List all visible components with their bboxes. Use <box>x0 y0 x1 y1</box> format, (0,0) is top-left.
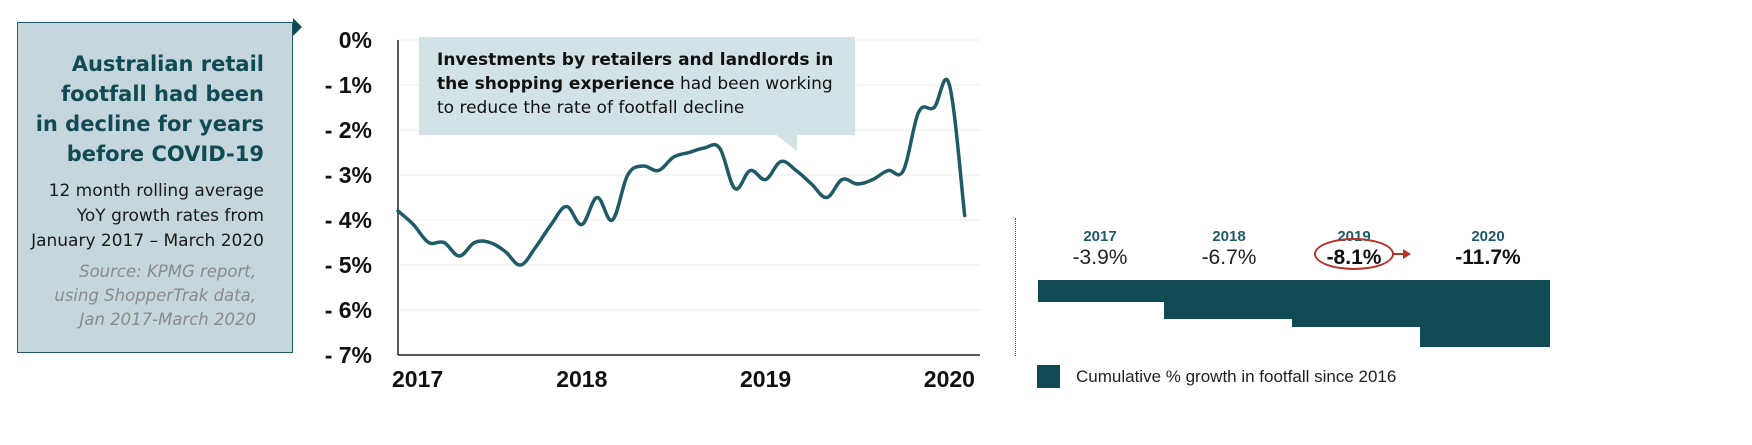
y-tick-label: - 4% <box>325 207 372 233</box>
year-value: -6.7% <box>1201 246 1257 269</box>
y-tick-label: - 7% <box>325 342 372 368</box>
panel-title-line: before COVID-19 <box>66 142 264 166</box>
series-line-footfall-growth <box>396 77 967 267</box>
axis-layer <box>397 40 980 356</box>
info-panel: Australian retail footfall had been in d… <box>17 22 293 353</box>
line-chart: 0%- 1%- 2%- 3%- 4%- 5%- 6%- 7% 2017 2018 2… <box>325 27 980 392</box>
panel-title: Australian retail footfall had been in d… <box>14 49 264 169</box>
year-label: 2020 <box>1471 228 1505 245</box>
year-value: -11.7% <box>1455 246 1521 269</box>
x-tick-label: 2018 <box>556 366 607 392</box>
panel-source-line: Source: KPMG report, <box>79 262 256 281</box>
legend-label: Cumulative % growth in footfall since 20… <box>1076 367 1397 386</box>
cumulative-bar-2019 <box>1292 280 1421 327</box>
x-tick-label: 2020 <box>924 366 975 392</box>
y-tick-label: - 3% <box>325 162 372 188</box>
callout-tail <box>775 134 797 151</box>
panel-title-line: footfall had been <box>61 82 264 106</box>
cumulative-bar-2017 <box>1038 280 1165 302</box>
panel-source: Source: KPMG report, using ShopperTrak d… <box>6 260 256 332</box>
highlight-arrow-shaft <box>1393 253 1405 255</box>
panel-subtitle: 12 month rolling average YoY growth rate… <box>4 179 264 254</box>
cumulative-bar-2018 <box>1164 280 1293 319</box>
y-tick-label: - 1% <box>325 72 372 98</box>
x-axis-ticks: 2017 2018 2019 2020 <box>392 366 975 392</box>
y-tick-label: - 2% <box>325 117 372 143</box>
panel-title-line: in decline for years <box>35 112 264 136</box>
y-tick-label: - 5% <box>325 252 372 278</box>
y-tick-label: 0% <box>339 27 372 53</box>
x-tick-label: 2019 <box>740 366 791 392</box>
corner-marker-icon <box>293 18 302 36</box>
cumulative-year-2017: 2017 -3.9% <box>1045 229 1155 271</box>
cumulative-year-2020: 2020 -11.7% <box>1433 229 1543 271</box>
legend-swatch <box>1037 365 1060 388</box>
panel-title-line: Australian retail <box>71 52 264 76</box>
callout-normal-text: had been working to reduce the rate of f… <box>437 74 833 118</box>
cumulative-year-2018: 2018 -6.7% <box>1174 229 1284 271</box>
year-value: -3.9% <box>1072 246 1128 269</box>
panel-source-line: Jan 2017-March 2020 <box>79 310 256 329</box>
panel-subtitle-line: January 2017 – March 2020 <box>31 231 264 251</box>
year-label: 2017 <box>1083 228 1117 245</box>
callout-bold-text: Investments by retailers and landlords i… <box>437 50 834 94</box>
y-tick-label: - 6% <box>325 297 372 323</box>
panel-source-line: using ShopperTrak data, <box>54 286 256 305</box>
x-tick-label: 2017 <box>392 366 443 392</box>
highlight-arrow-icon <box>1403 249 1411 259</box>
y-axis-ticks: 0% - 1% - 2% - 3% - 4% - 5% - 6% - 7% <box>325 27 372 368</box>
callout-text: Investments by retailers and landlords i… <box>437 48 847 120</box>
highlight-circle <box>1314 238 1394 270</box>
panel-subtitle-line: 12 month rolling average <box>48 181 264 201</box>
callout-box: Investments by retailers and landlords i… <box>419 37 855 135</box>
cumulative-bar-2020 <box>1420 280 1550 347</box>
panel-subtitle-line: YoY growth rates from <box>76 206 264 226</box>
panel-divider <box>1015 218 1016 356</box>
year-label: 2018 <box>1212 228 1246 245</box>
